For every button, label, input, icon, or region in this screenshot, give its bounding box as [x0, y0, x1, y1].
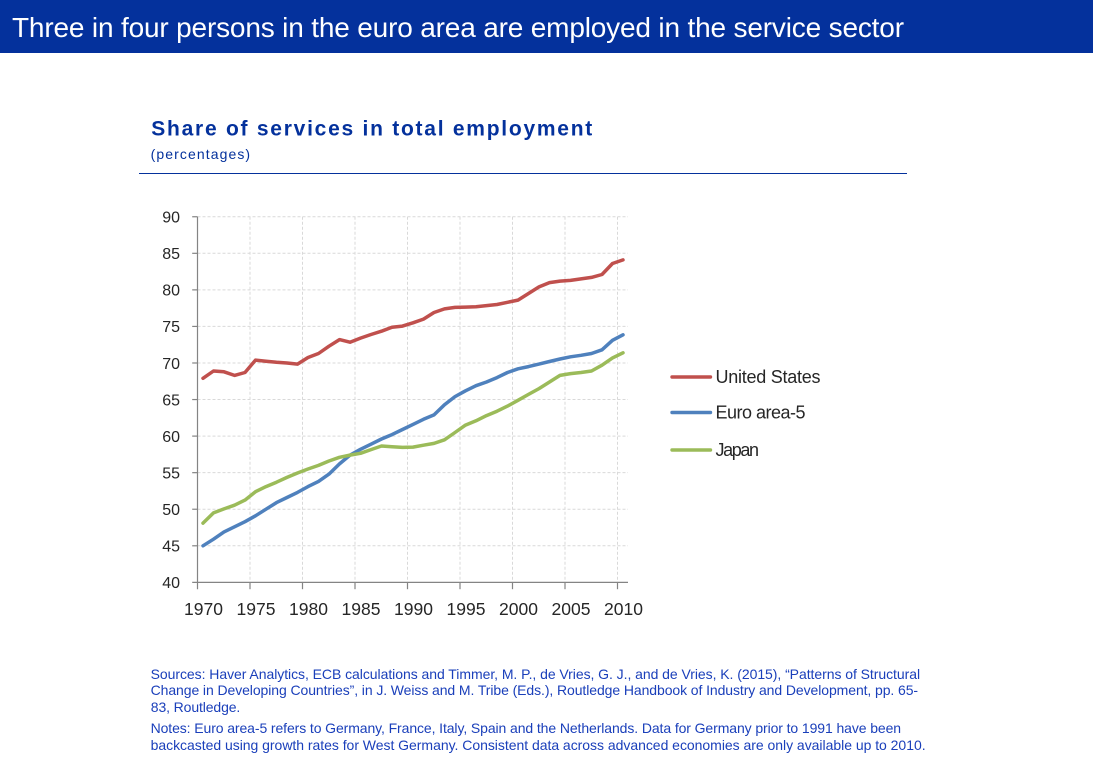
svg-text:1975: 1975 — [237, 599, 276, 619]
svg-text:2005: 2005 — [552, 599, 591, 619]
svg-text:1970: 1970 — [184, 599, 223, 619]
svg-text:65: 65 — [162, 392, 180, 409]
svg-text:Sources: Haver Analytics, ECB: Sources: Haver Analytics, ECB calculatio… — [151, 666, 921, 682]
svg-text:(percentages): (percentages) — [151, 146, 251, 162]
svg-text:United States: United States — [716, 367, 821, 387]
svg-text:Share of services in total emp: Share of services in total employment — [151, 118, 592, 141]
svg-text:50: 50 — [162, 502, 180, 519]
svg-text:1990: 1990 — [394, 599, 433, 619]
svg-text:1985: 1985 — [342, 599, 381, 619]
svg-text:2000: 2000 — [499, 599, 538, 619]
svg-text:1995: 1995 — [447, 599, 486, 619]
svg-text:40: 40 — [162, 575, 180, 592]
svg-text:1980: 1980 — [289, 599, 328, 619]
svg-text:60: 60 — [162, 429, 180, 446]
svg-text:70: 70 — [162, 356, 180, 373]
svg-text:90: 90 — [162, 210, 180, 227]
svg-text:85: 85 — [162, 246, 180, 263]
svg-text:80: 80 — [162, 283, 180, 300]
svg-text:55: 55 — [162, 465, 180, 482]
svg-text:Notes: Euro area-5 refers to G: Notes: Euro area-5 refers to Germany, Fr… — [151, 720, 902, 736]
svg-text:backcasted using growth rates: backcasted using growth rates for West G… — [151, 737, 926, 753]
svg-text:Euro area-5: Euro area-5 — [716, 403, 806, 423]
svg-text:45: 45 — [162, 539, 180, 556]
svg-text:83, Routledge.: 83, Routledge. — [151, 699, 241, 715]
svg-text:75: 75 — [162, 319, 180, 336]
svg-text:Change in Developing Countries: Change in Developing Countries”, in J. W… — [151, 682, 919, 698]
svg-text:2010: 2010 — [604, 599, 643, 619]
svg-text:Japan: Japan — [716, 440, 760, 460]
